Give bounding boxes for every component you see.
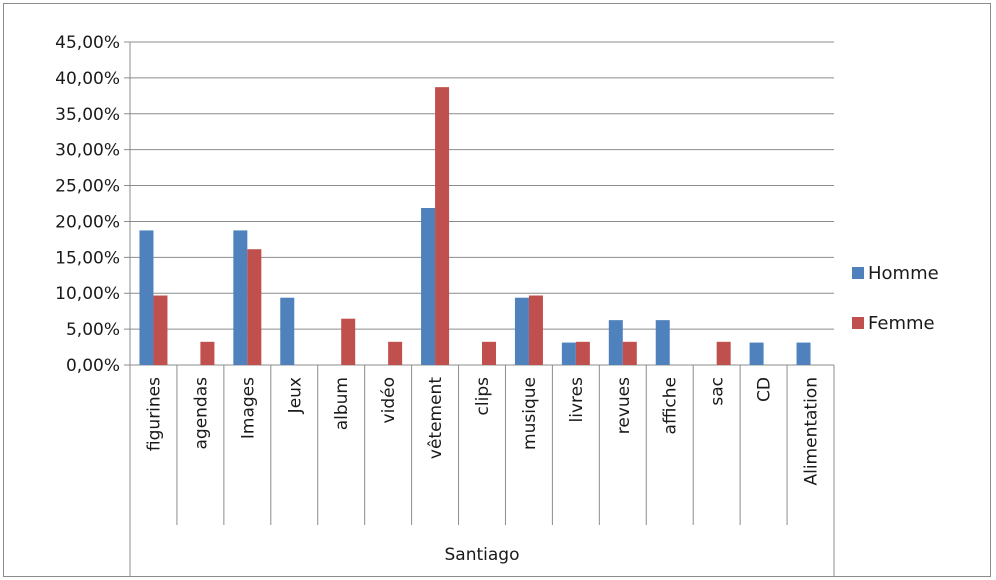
bar-homme <box>796 342 811 365</box>
y-tick-label: 40,00% <box>55 69 120 89</box>
axes <box>129 42 835 576</box>
y-tick-label: 15,00% <box>55 248 120 268</box>
y-tick-label: 30,00% <box>55 141 120 161</box>
legend-label-homme: Homme <box>868 263 939 284</box>
legend: Homme Femme <box>852 263 939 334</box>
bar-femme <box>482 341 496 365</box>
bar-homme <box>280 297 295 365</box>
category-label: sac <box>708 377 728 406</box>
category-label: Jeux <box>285 377 305 414</box>
y-tick-labels: 0,00% 5,00% 10,00% 15,00% 20,00% 25,00% 30,00%… <box>55 33 120 376</box>
bar-femme <box>341 318 356 365</box>
bar-femme <box>153 295 168 365</box>
category-label: CD <box>755 377 775 402</box>
bar-femme <box>200 341 215 365</box>
y-tick-label: 20,00% <box>55 212 120 232</box>
bar-femme <box>716 341 731 365</box>
bars <box>139 87 811 365</box>
category-label: revues <box>614 377 634 434</box>
category-label: album <box>332 377 352 430</box>
y-tick-label: 35,00% <box>55 105 120 125</box>
bar-femme <box>622 341 637 365</box>
y-tick-label: 0,00% <box>66 356 120 376</box>
category-label: Images <box>238 377 258 439</box>
bar-femme <box>247 249 262 365</box>
category-label: vidéo <box>379 377 399 423</box>
category-label: livres <box>567 377 587 423</box>
bar-homme <box>233 230 248 365</box>
chart-frame <box>3 3 991 577</box>
bar-homme <box>561 342 576 365</box>
bar-femme <box>435 87 450 365</box>
y-tick-label: 45,00% <box>55 33 120 53</box>
legend-swatch-femme <box>852 317 864 329</box>
group-label: Santiago <box>445 545 520 565</box>
bar-homme <box>139 230 154 365</box>
category-label: affiche <box>661 377 681 434</box>
category-label: vêtement <box>426 377 446 459</box>
bar-femme <box>575 341 590 365</box>
bar-homme <box>749 342 764 365</box>
category-label: clips <box>473 377 493 416</box>
category-labels: figurines agendas Images Jeux album vidéo vête… <box>144 377 821 486</box>
category-label: Alimentation <box>802 377 822 486</box>
y-tick-label: 25,00% <box>55 177 120 197</box>
bar-homme <box>421 207 436 365</box>
category-label: figurines <box>144 377 164 451</box>
gridlines <box>124 41 834 366</box>
bar-homme <box>514 297 529 365</box>
bar-femme <box>388 341 403 365</box>
legend-label-femme: Femme <box>868 313 935 334</box>
y-tick-label: 10,00% <box>55 284 120 304</box>
bar-homme <box>608 320 623 365</box>
legend-swatch-homme <box>852 267 864 279</box>
category-label: musique <box>520 377 540 450</box>
category-label: agendas <box>191 377 211 450</box>
bar-homme <box>655 320 670 365</box>
y-tick-label: 5,00% <box>66 320 120 340</box>
bar-femme <box>528 295 543 365</box>
